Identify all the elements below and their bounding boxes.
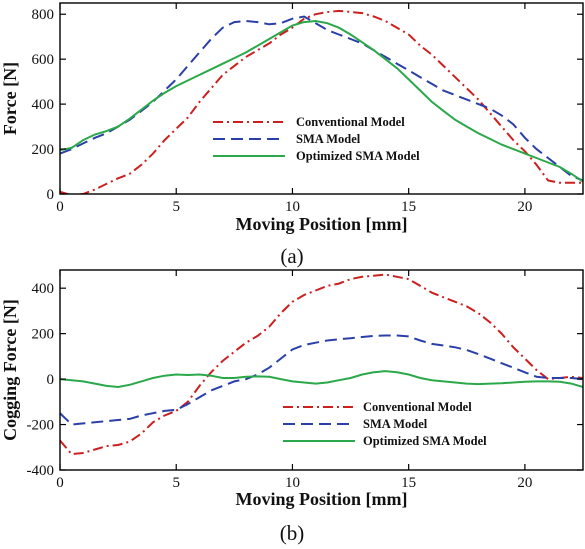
- y-tick-label: 600: [32, 52, 55, 68]
- y-tick-label: -200: [27, 418, 55, 434]
- legend-label: Optimized SMA Model: [296, 149, 420, 163]
- y-tick-label: -400: [27, 463, 55, 479]
- x-tick-label: 20: [517, 199, 532, 215]
- series-line-optimized-sma: [60, 370, 583, 389]
- legend-label: Optimized SMA Model: [363, 434, 487, 448]
- x-tick-label: 15: [401, 199, 416, 215]
- panel-caption: (b): [280, 521, 305, 545]
- plot-frame: [59, 2, 584, 195]
- y-tick-label: 200: [32, 327, 55, 343]
- x-tick-label: 15: [401, 475, 416, 491]
- x-axis-label: Moving Position [mm]: [236, 489, 408, 509]
- legend-label: SMA Model: [296, 132, 361, 146]
- x-tick-label: 10: [285, 475, 300, 491]
- series-line-conventional: [60, 9, 583, 194]
- x-tick-label: 10: [285, 199, 300, 215]
- series-line-sma: [60, 334, 583, 426]
- y-tick-label: 400: [32, 281, 55, 297]
- legend: Conventional Model SMA Model Optimized SMA…: [283, 400, 487, 448]
- y-tick-label: 800: [32, 7, 55, 23]
- plot-frame: [59, 269, 584, 471]
- series-line-conventional: [60, 273, 583, 456]
- legend-label: SMA Model: [363, 417, 428, 431]
- legend-label: Conventional Model: [363, 400, 472, 414]
- y-axis-label: Force [N]: [0, 62, 20, 135]
- x-tick-label: 0: [56, 199, 64, 215]
- y-axis-label: Cogging Force [N]: [0, 299, 20, 441]
- panel-caption: (a): [280, 244, 303, 268]
- y-tick-label: 200: [32, 142, 55, 158]
- panel-b: 0 5 10 15 20 -400 -200 0 200 400 Moving Position […: [0, 269, 584, 545]
- x-tick-label: 0: [56, 475, 64, 491]
- x-tick-label: 5: [172, 199, 180, 215]
- x-tick-label: 20: [517, 475, 532, 491]
- legend-label: Conventional Model: [296, 115, 405, 129]
- y-tick-label: 0: [47, 187, 55, 203]
- y-tick-label: 0: [47, 372, 55, 388]
- y-tick-label: 400: [32, 97, 55, 113]
- x-tick-label: 5: [172, 475, 180, 491]
- series-line-optimized-sma: [60, 19, 583, 183]
- x-axis-label: Moving Position [mm]: [236, 214, 408, 234]
- legend: Conventional Model SMA Model Optimized SMA…: [213, 115, 420, 163]
